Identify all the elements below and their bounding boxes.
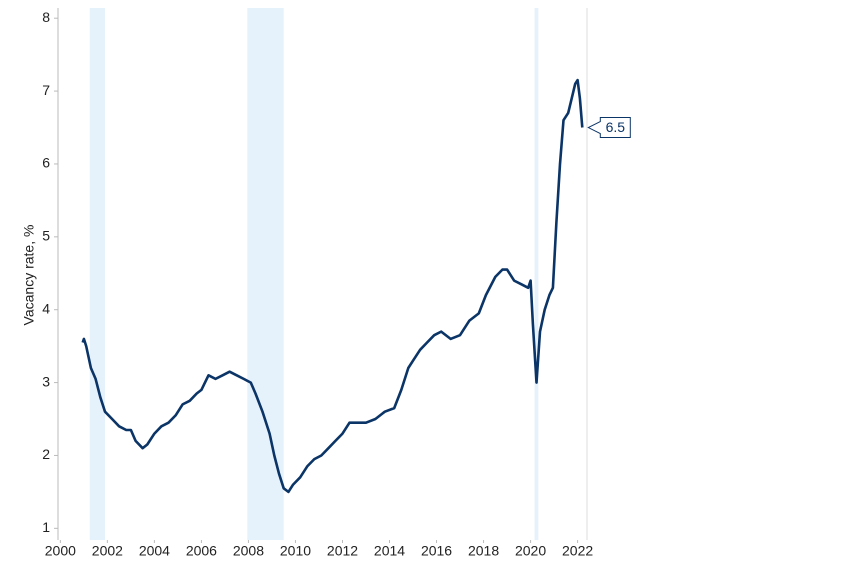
x-tick-label: 2016 <box>421 543 452 559</box>
x-tick-label: 2002 <box>92 543 123 559</box>
x-tick-label: 2012 <box>327 543 358 559</box>
recession-band <box>534 8 539 540</box>
end-label: 6.5 <box>606 119 626 135</box>
x-tick-label: 2006 <box>186 543 217 559</box>
data-line <box>81 78 584 494</box>
x-tick-label: 2008 <box>233 543 264 559</box>
x-tick-label: 2010 <box>280 543 311 559</box>
y-tick-label: 8 <box>42 9 50 25</box>
y-tick-label: 1 <box>42 519 50 535</box>
x-tick-label: 2018 <box>468 543 499 559</box>
y-axis-label: Vacancy rate, % <box>21 225 37 326</box>
y-tick-label: 7 <box>42 82 50 98</box>
x-tick-label: 2020 <box>515 543 546 559</box>
x-tick-label: 2004 <box>139 543 170 559</box>
recession-band <box>89 8 106 540</box>
y-tick-label: 5 <box>42 228 50 244</box>
x-tick-label: 2022 <box>562 543 593 559</box>
recession-band <box>247 8 284 540</box>
x-tick-label: 2014 <box>374 543 405 559</box>
y-tick-label: 6 <box>42 155 50 171</box>
y-tick-label: 4 <box>42 300 50 316</box>
x-tick-label: 2000 <box>45 543 76 559</box>
end-label-box <box>587 117 631 139</box>
y-tick-label: 3 <box>42 373 50 389</box>
y-tick-label: 2 <box>42 446 50 462</box>
